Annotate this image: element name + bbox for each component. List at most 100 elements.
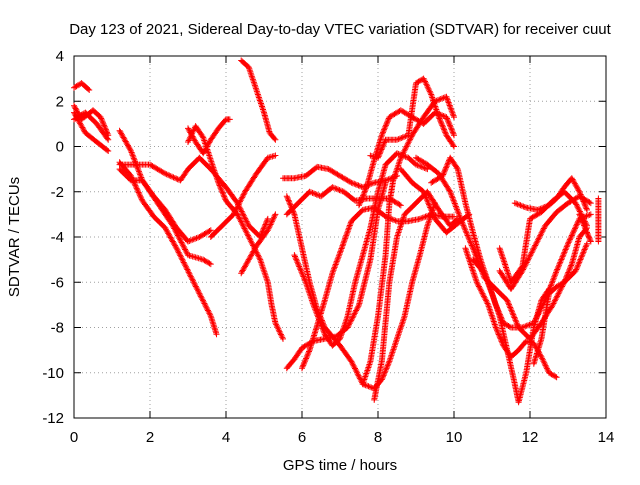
data-point bbox=[183, 265, 190, 272]
data-point bbox=[477, 286, 484, 293]
data-point bbox=[495, 330, 502, 337]
data-point bbox=[442, 130, 449, 137]
data-point bbox=[562, 276, 569, 283]
data-point bbox=[235, 201, 242, 208]
data-point bbox=[303, 354, 310, 361]
data-point bbox=[239, 194, 246, 201]
data-point bbox=[202, 301, 209, 308]
x-tick-label: 4 bbox=[222, 429, 230, 446]
data-point bbox=[447, 105, 454, 112]
data-point bbox=[570, 228, 577, 235]
data-point bbox=[536, 234, 543, 240]
data-point bbox=[312, 191, 319, 197]
data-point bbox=[310, 301, 317, 308]
data-point bbox=[452, 203, 459, 210]
data-point bbox=[535, 236, 542, 243]
data-point bbox=[293, 257, 300, 264]
data-point bbox=[583, 228, 590, 235]
data-point bbox=[240, 212, 247, 219]
data-point bbox=[435, 114, 442, 121]
data-point bbox=[177, 253, 184, 260]
data-point bbox=[206, 228, 213, 234]
data-point bbox=[570, 229, 577, 236]
data-point bbox=[494, 327, 500, 334]
data-point bbox=[295, 260, 301, 267]
data-point bbox=[443, 95, 450, 102]
data-point bbox=[541, 359, 548, 366]
data-point bbox=[138, 195, 145, 201]
data-point bbox=[511, 314, 518, 321]
data-point bbox=[286, 198, 293, 205]
data-point bbox=[220, 190, 227, 197]
data-point bbox=[508, 307, 515, 314]
data-point bbox=[384, 176, 390, 183]
data-point bbox=[398, 153, 405, 160]
data-point bbox=[184, 266, 191, 273]
data-point bbox=[185, 137, 192, 144]
data-point bbox=[385, 359, 392, 366]
data-point bbox=[213, 331, 220, 338]
data-point bbox=[137, 193, 144, 200]
series-layer bbox=[71, 57, 602, 406]
data-point bbox=[354, 304, 361, 311]
data-point bbox=[178, 239, 185, 246]
data-point bbox=[512, 317, 519, 324]
series-track bbox=[71, 102, 112, 139]
data-point bbox=[177, 252, 184, 259]
data-point bbox=[97, 114, 104, 121]
data-point bbox=[202, 303, 209, 310]
data-point bbox=[331, 265, 337, 272]
data-point bbox=[293, 256, 300, 263]
data-point bbox=[240, 222, 247, 229]
data-point bbox=[245, 232, 252, 239]
data-point bbox=[565, 269, 572, 276]
data-point bbox=[287, 203, 294, 209]
data-point bbox=[201, 300, 208, 307]
x-tick-label: 10 bbox=[446, 429, 463, 446]
data-point bbox=[566, 238, 573, 244]
data-point bbox=[352, 181, 359, 188]
data-point bbox=[175, 233, 182, 240]
data-point bbox=[354, 369, 361, 376]
data-point bbox=[174, 246, 181, 253]
data-point bbox=[377, 149, 384, 156]
data-point bbox=[552, 373, 559, 380]
data-point bbox=[255, 253, 262, 260]
data-point bbox=[290, 210, 297, 216]
data-point bbox=[430, 211, 437, 218]
data-point bbox=[291, 252, 298, 259]
data-point bbox=[359, 194, 366, 200]
data-point bbox=[525, 255, 532, 262]
data-point bbox=[381, 139, 388, 146]
data-point bbox=[543, 364, 550, 370]
data-point bbox=[471, 248, 478, 255]
data-point bbox=[382, 122, 389, 129]
data-point bbox=[587, 211, 594, 218]
data-point bbox=[587, 238, 594, 245]
data-point bbox=[169, 173, 176, 180]
data-point bbox=[188, 275, 195, 281]
data-point bbox=[296, 265, 303, 271]
data-point bbox=[185, 269, 192, 276]
data-point bbox=[579, 197, 586, 204]
data-point bbox=[219, 189, 226, 196]
data-point bbox=[504, 298, 511, 305]
data-point bbox=[136, 190, 143, 197]
data-point bbox=[577, 191, 584, 198]
data-point bbox=[553, 374, 560, 381]
data-point bbox=[305, 349, 312, 356]
data-point bbox=[534, 238, 541, 245]
data-point bbox=[353, 306, 360, 313]
data-point bbox=[167, 173, 174, 180]
data-point bbox=[238, 219, 245, 226]
data-point bbox=[429, 210, 436, 217]
data-point bbox=[335, 252, 342, 259]
data-point bbox=[556, 260, 563, 267]
data-point bbox=[401, 147, 408, 154]
data-point bbox=[190, 236, 197, 243]
data-point bbox=[358, 196, 365, 203]
data-point bbox=[534, 206, 541, 213]
data-point bbox=[419, 214, 426, 221]
data-point bbox=[190, 279, 197, 286]
